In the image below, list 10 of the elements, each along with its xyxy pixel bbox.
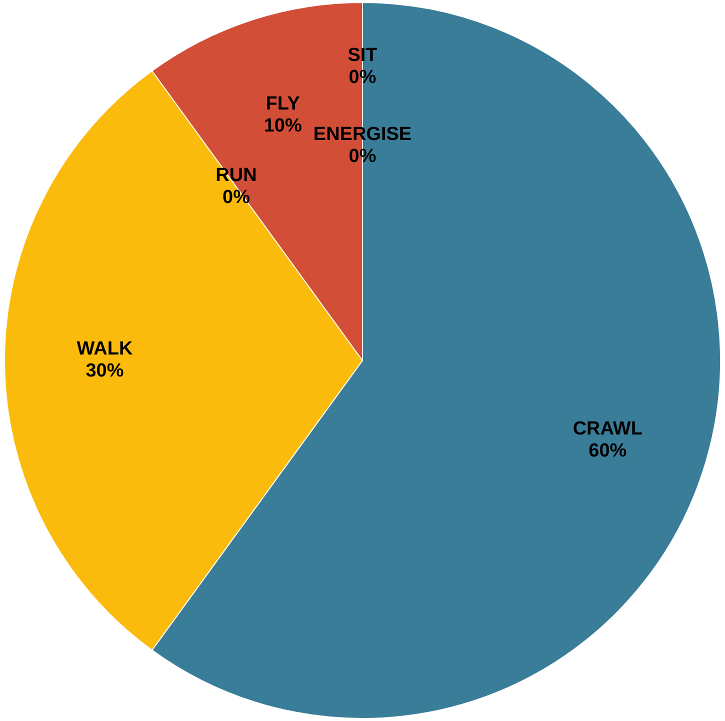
data-label: 60%	[588, 440, 627, 462]
text: 0%	[348, 67, 376, 88]
slice-label: CRAWL	[572, 418, 643, 440]
data-label: 10%	[264, 116, 302, 137]
text: 0%	[348, 146, 376, 167]
category-label: ENERGISE	[313, 124, 412, 145]
data-label: 30%	[86, 360, 124, 382]
category-label: SIT	[348, 45, 378, 66]
slice-label: WALK	[76, 338, 133, 360]
slice-label: FLY	[266, 94, 300, 115]
